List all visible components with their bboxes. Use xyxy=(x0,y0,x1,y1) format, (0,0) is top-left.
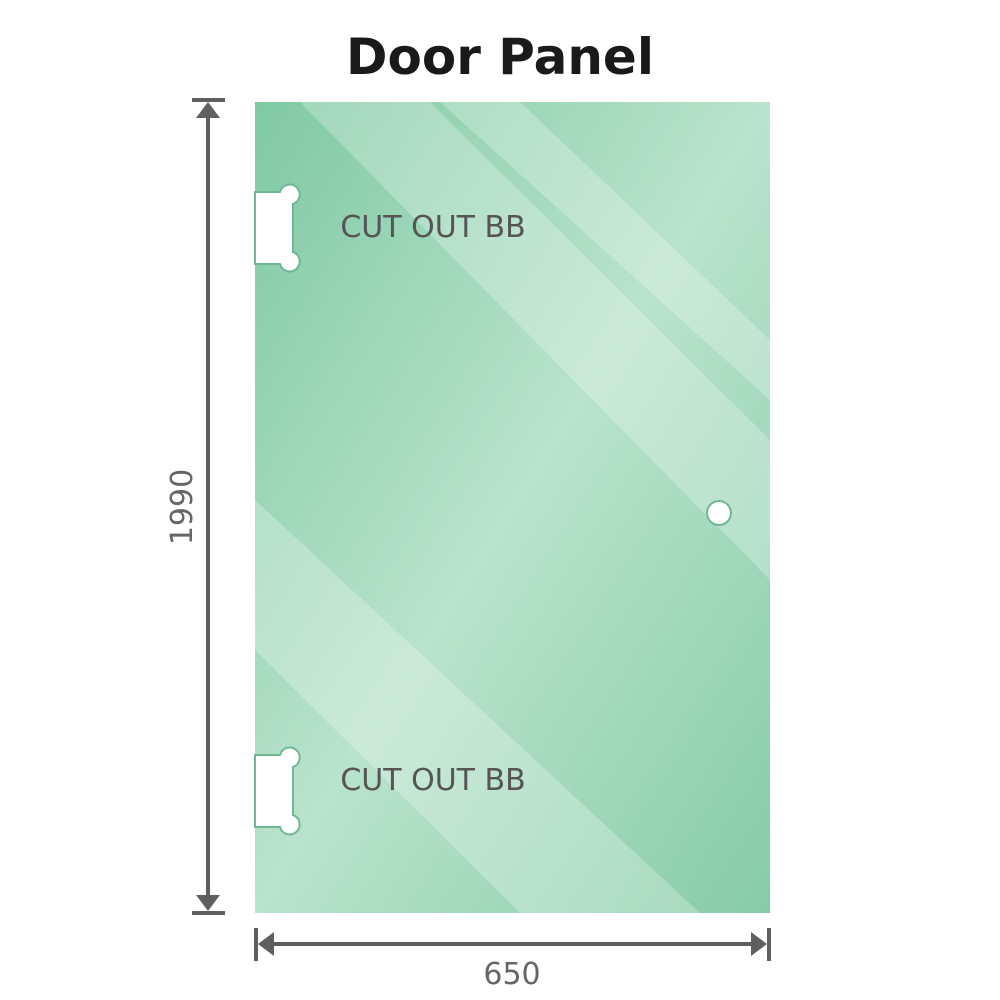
height-label: 1990 xyxy=(165,469,200,545)
width-label: 650 xyxy=(483,957,540,992)
handle-hole xyxy=(706,500,732,526)
glass-panel xyxy=(255,102,770,913)
diagram-title: Door Panel xyxy=(346,28,654,86)
cutout-bottom xyxy=(254,746,301,836)
cutout-label-bottom: CUT OUT BB xyxy=(340,763,525,798)
cutout-label-top: CUT OUT BB xyxy=(340,210,525,245)
height-dimension-line xyxy=(192,98,225,915)
width-dimension-line xyxy=(254,928,771,961)
cutout-top xyxy=(254,183,301,273)
